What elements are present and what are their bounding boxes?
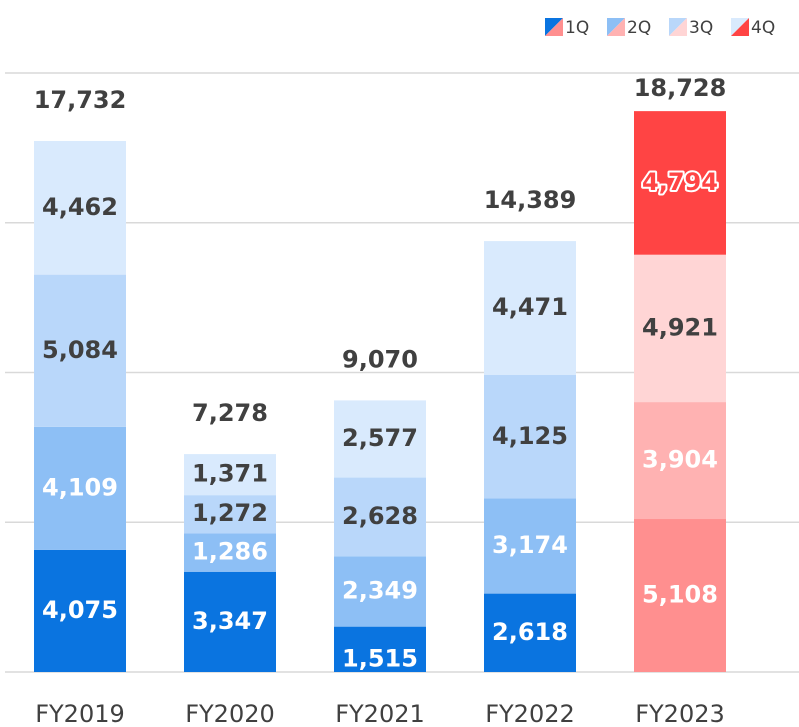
value-label: 3,904 <box>642 446 718 474</box>
legend-label: 3Q <box>689 18 713 38</box>
value-label: 5,084 <box>42 336 118 364</box>
value-label: 3,347 <box>192 607 268 635</box>
bar-segment <box>34 274 126 427</box>
value-label: 4,471 <box>492 293 568 321</box>
x-tick-label: FY2020 <box>185 700 275 727</box>
value-label: 1,371 <box>192 460 268 488</box>
bar-segment <box>334 556 426 627</box>
total-label: 17,732 <box>34 86 127 114</box>
x-tick-label: FY2021 <box>335 700 425 727</box>
bar-segment <box>634 402 726 520</box>
legend-swatch-b <box>607 18 625 36</box>
value-label: 4,125 <box>492 422 568 450</box>
legend-label: 4Q <box>751 18 775 38</box>
value-label: 1,272 <box>192 499 268 527</box>
bar-segment <box>34 549 126 672</box>
value-label: 4,462 <box>42 193 118 221</box>
x-tick-label: FY2022 <box>485 700 575 727</box>
bar-segment <box>334 400 426 478</box>
bar-segment <box>484 374 576 499</box>
bar-segment <box>334 626 426 672</box>
bar-segment <box>184 533 276 572</box>
bar-segment <box>34 426 126 550</box>
value-label: 4,921 <box>642 313 718 341</box>
x-tick-label: FY2019 <box>35 700 125 727</box>
bar-segment <box>634 111 726 255</box>
legend-swatch-b <box>731 18 749 36</box>
bar-segment <box>34 140 126 275</box>
value-label: 4,794 <box>642 168 718 196</box>
bar-segment <box>634 254 726 403</box>
total-label: 9,070 <box>342 345 418 373</box>
value-label: 4,109 <box>42 473 118 501</box>
bar-segment <box>184 495 276 534</box>
value-label: 2,349 <box>342 576 418 604</box>
total-label: 7,278 <box>192 399 268 427</box>
legend-label: 2Q <box>627 18 651 38</box>
value-label: 2,577 <box>342 424 418 452</box>
legend-swatch-b <box>669 18 687 36</box>
bar-segment <box>484 498 576 594</box>
legend-swatch-b <box>545 18 563 36</box>
bar-segment <box>484 593 576 672</box>
total-label: 14,389 <box>484 186 577 214</box>
bar-segment <box>184 571 276 672</box>
value-label: 3,174 <box>492 531 568 559</box>
x-tick-label: FY2023 <box>635 700 725 727</box>
total-label: 18,728 <box>634 74 727 102</box>
bar-segment <box>634 519 726 672</box>
value-label: 2,618 <box>492 618 568 646</box>
bar-segment <box>334 477 426 557</box>
value-label: 1,286 <box>192 537 268 565</box>
value-label: 4,075 <box>42 596 118 624</box>
value-label: 2,628 <box>342 502 418 530</box>
value-label: 5,108 <box>642 581 718 609</box>
bar-segment <box>184 454 276 496</box>
bar-segment <box>484 241 576 375</box>
value-label: 1,515 <box>342 644 418 672</box>
legend-label: 1Q <box>565 18 589 38</box>
